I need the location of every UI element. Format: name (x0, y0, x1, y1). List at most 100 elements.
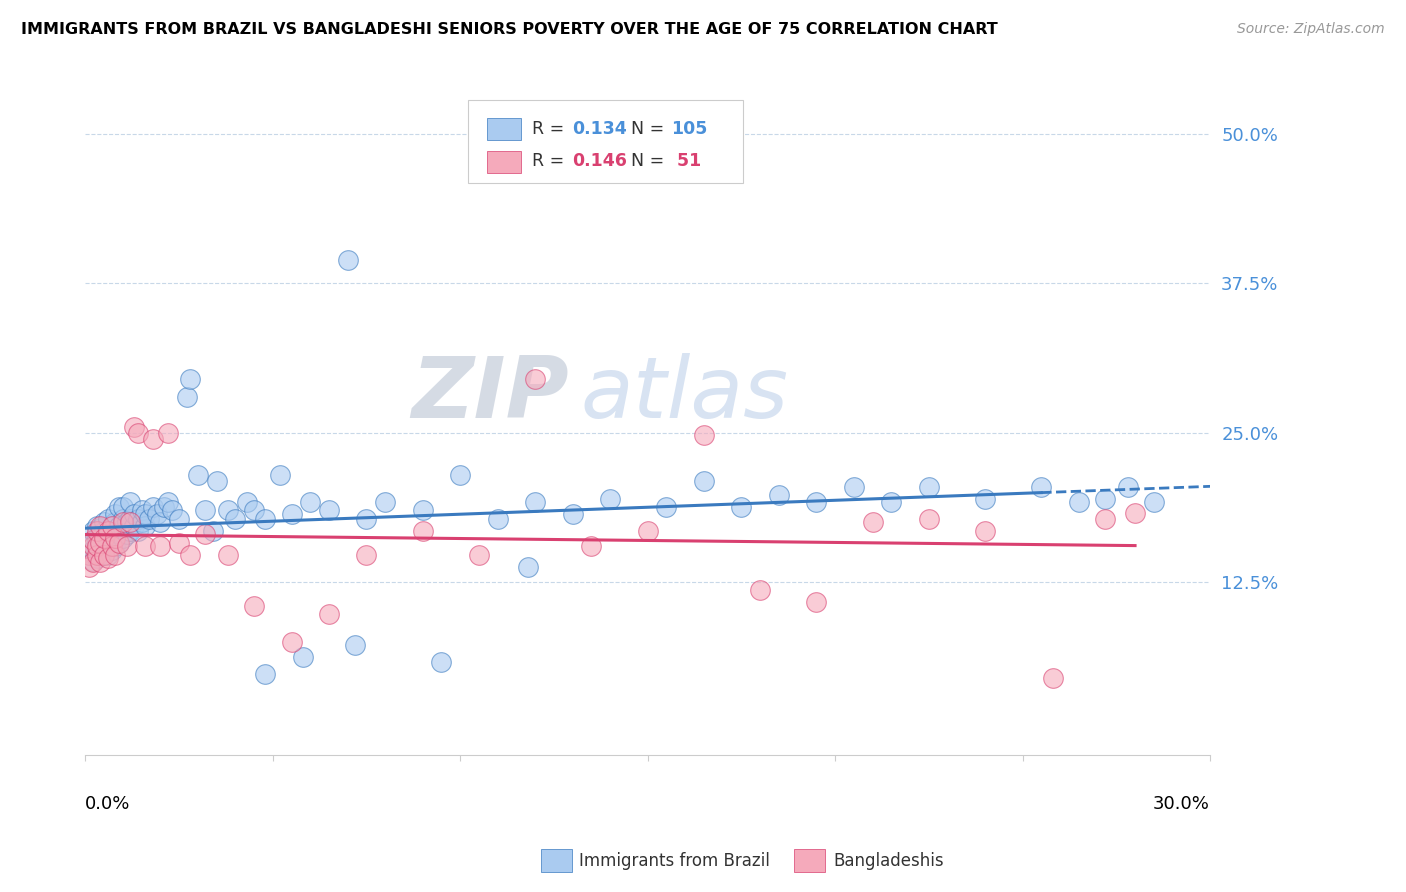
Text: Source: ZipAtlas.com: Source: ZipAtlas.com (1237, 22, 1385, 37)
Point (111, 521, 134, 535)
Point (111, 531, 134, 545)
Point (122, 507, 145, 521)
Point (561, 507, 583, 521)
Point (86, 542, 108, 557)
Point (179, 372, 201, 386)
Point (693, 474, 716, 488)
Point (318, 607, 340, 622)
Point (243, 503, 266, 517)
Point (115, 539, 138, 553)
Point (1094, 491, 1116, 506)
Point (880, 495, 903, 509)
Point (749, 583, 772, 598)
Point (100, 533, 122, 548)
Point (138, 512, 160, 526)
Point (160, 503, 183, 517)
Point (862, 516, 884, 530)
Point (269, 467, 291, 482)
Point (120, 495, 142, 509)
Point (108, 527, 131, 541)
Text: 105: 105 (671, 120, 707, 137)
Point (108, 535, 131, 549)
Point (122, 519, 145, 533)
Point (134, 507, 156, 521)
Point (82, 524, 104, 538)
Point (89, 535, 111, 549)
Point (127, 512, 149, 526)
Point (77, 548, 100, 562)
Point (77, 539, 100, 553)
Point (97, 531, 120, 545)
Point (516, 559, 538, 574)
Point (291, 650, 314, 665)
Point (806, 595, 828, 609)
Text: 0.0%: 0.0% (86, 796, 131, 814)
Point (486, 512, 509, 526)
Point (156, 425, 179, 440)
Text: N =: N = (631, 153, 669, 170)
Point (104, 507, 127, 521)
Point (167, 512, 190, 526)
Point (156, 495, 179, 509)
Point (217, 548, 239, 562)
Point (806, 495, 828, 509)
Point (93, 533, 115, 548)
Point (655, 500, 678, 514)
FancyBboxPatch shape (486, 118, 520, 140)
Point (1094, 512, 1116, 526)
Point (842, 479, 865, 493)
Point (89, 555, 111, 569)
Point (768, 488, 790, 502)
Point (167, 535, 190, 549)
Point (111, 500, 134, 514)
Point (194, 503, 217, 517)
Point (176, 390, 198, 404)
Point (93, 548, 115, 562)
Point (100, 527, 122, 541)
Text: IMMIGRANTS FROM BRAZIL VS BANGLADESHI SENIORS POVERTY OVER THE AGE OF 75 CORRELA: IMMIGRANTS FROM BRAZIL VS BANGLADESHI SE… (21, 22, 998, 37)
Point (97, 539, 120, 553)
Point (100, 519, 122, 533)
Point (280, 507, 302, 521)
Point (86, 519, 108, 533)
Y-axis label: Seniors Poverty Over the Age of 75: Seniors Poverty Over the Age of 75 (0, 268, 8, 574)
Point (243, 599, 266, 613)
Point (1042, 671, 1064, 685)
Point (127, 524, 149, 538)
Point (127, 425, 149, 440)
Point (93, 524, 115, 538)
Point (86, 535, 108, 549)
Point (918, 512, 941, 526)
Point (153, 500, 176, 514)
Point (449, 467, 471, 482)
Point (142, 432, 165, 446)
Point (86, 524, 108, 538)
Point (108, 500, 131, 514)
Point (336, 252, 359, 267)
Point (524, 372, 547, 386)
Text: 0.146: 0.146 (572, 153, 627, 170)
Point (235, 495, 257, 509)
Point (142, 500, 165, 514)
Point (93, 548, 115, 562)
Point (134, 519, 156, 533)
Point (1116, 479, 1139, 493)
Point (599, 491, 621, 506)
Point (89, 548, 111, 562)
Point (97, 548, 120, 562)
Point (97, 535, 120, 549)
Point (374, 495, 396, 509)
Point (86, 551, 108, 566)
Point (918, 479, 941, 493)
Point (637, 524, 659, 538)
Point (131, 503, 153, 517)
Point (318, 503, 340, 517)
Point (120, 524, 142, 538)
Point (205, 474, 228, 488)
Point (730, 500, 752, 514)
Point (134, 539, 156, 553)
Point (82, 555, 104, 569)
Point (104, 539, 127, 553)
Point (89, 521, 111, 535)
Point (82, 554, 104, 568)
